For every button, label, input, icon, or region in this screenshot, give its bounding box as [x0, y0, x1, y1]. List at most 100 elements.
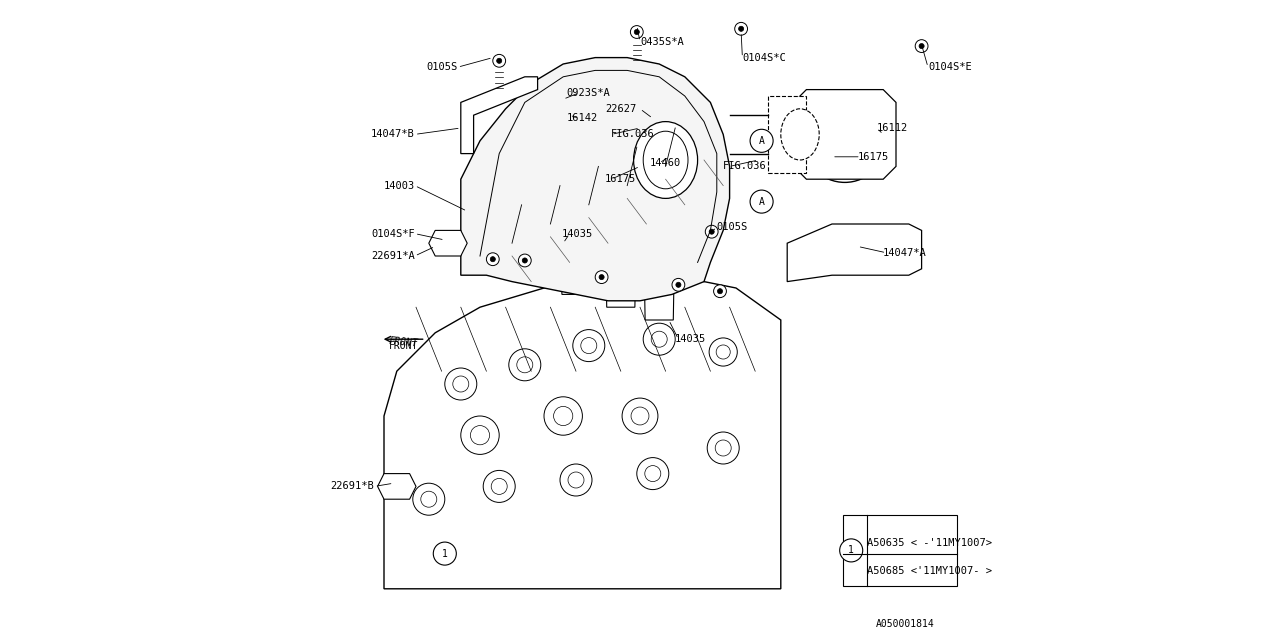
Polygon shape: [844, 515, 957, 586]
Text: 14003: 14003: [384, 180, 415, 191]
Circle shape: [490, 257, 495, 262]
Circle shape: [645, 466, 660, 482]
Circle shape: [709, 229, 714, 234]
Polygon shape: [461, 58, 730, 301]
Circle shape: [652, 332, 667, 347]
Text: A: A: [759, 136, 764, 146]
Polygon shape: [429, 230, 467, 256]
Circle shape: [631, 407, 649, 425]
Text: 0104S*E: 0104S*E: [928, 62, 972, 72]
Polygon shape: [561, 186, 591, 294]
Text: 14047*B: 14047*B: [371, 129, 415, 140]
Text: FRONT: FRONT: [389, 340, 417, 351]
Circle shape: [492, 479, 507, 495]
Polygon shape: [794, 90, 896, 179]
Text: 14035: 14035: [562, 228, 593, 239]
Circle shape: [518, 254, 531, 267]
Circle shape: [672, 278, 685, 291]
Circle shape: [804, 99, 886, 182]
Circle shape: [493, 54, 506, 67]
Circle shape: [497, 58, 502, 63]
Text: 0105S: 0105S: [717, 222, 748, 232]
Circle shape: [716, 440, 731, 456]
Text: 16112: 16112: [877, 123, 908, 133]
Circle shape: [433, 542, 457, 565]
Circle shape: [637, 458, 668, 490]
Circle shape: [461, 416, 499, 454]
Circle shape: [581, 338, 596, 353]
Polygon shape: [644, 211, 676, 320]
Text: A050001814: A050001814: [876, 619, 934, 629]
Circle shape: [915, 40, 928, 52]
Circle shape: [522, 258, 527, 263]
Circle shape: [517, 357, 532, 372]
Circle shape: [544, 397, 582, 435]
Text: FIG.036: FIG.036: [612, 129, 655, 140]
Text: 14460: 14460: [650, 158, 681, 168]
Circle shape: [840, 539, 863, 562]
Circle shape: [714, 285, 727, 298]
Text: A50685 <'11MY1007- >: A50685 <'11MY1007- >: [868, 566, 992, 576]
Circle shape: [599, 275, 604, 280]
Text: 22691*A: 22691*A: [371, 251, 415, 261]
Text: 22691*B: 22691*B: [330, 481, 374, 492]
Circle shape: [471, 426, 490, 445]
Circle shape: [453, 376, 468, 392]
Polygon shape: [378, 474, 416, 499]
Text: 22627: 22627: [604, 104, 636, 114]
Polygon shape: [461, 77, 538, 154]
Circle shape: [568, 472, 584, 488]
Circle shape: [708, 432, 740, 464]
Text: 16175: 16175: [604, 174, 636, 184]
Circle shape: [421, 492, 436, 507]
Polygon shape: [522, 173, 554, 282]
Circle shape: [630, 26, 643, 38]
Circle shape: [635, 29, 639, 35]
Text: FIG.036: FIG.036: [723, 161, 767, 172]
Text: 1: 1: [849, 545, 854, 556]
Circle shape: [705, 225, 718, 238]
Circle shape: [750, 129, 773, 152]
Circle shape: [508, 349, 540, 381]
Circle shape: [644, 323, 676, 355]
Circle shape: [676, 282, 681, 287]
Text: A50635 < -'11MY1007>: A50635 < -'11MY1007>: [868, 538, 992, 548]
Polygon shape: [787, 224, 922, 282]
Text: 14035: 14035: [676, 334, 707, 344]
Polygon shape: [768, 96, 806, 173]
Circle shape: [486, 253, 499, 266]
Circle shape: [573, 330, 604, 362]
Circle shape: [622, 398, 658, 434]
Ellipse shape: [634, 122, 698, 198]
Text: 0105S: 0105S: [426, 62, 458, 72]
Text: 1: 1: [442, 548, 448, 559]
Text: 0435S*A: 0435S*A: [640, 36, 684, 47]
Text: 16142: 16142: [566, 113, 598, 124]
Circle shape: [735, 22, 748, 35]
Circle shape: [554, 406, 573, 426]
Circle shape: [718, 289, 722, 294]
Text: FRONT: FRONT: [388, 336, 419, 349]
Circle shape: [750, 190, 773, 213]
Ellipse shape: [781, 109, 819, 160]
Text: 14047*A: 14047*A: [883, 248, 927, 258]
Ellipse shape: [644, 131, 689, 189]
Circle shape: [919, 44, 924, 49]
Polygon shape: [384, 275, 781, 589]
Text: 0923S*A: 0923S*A: [566, 88, 611, 98]
Circle shape: [709, 338, 737, 366]
Circle shape: [717, 345, 730, 359]
Circle shape: [484, 470, 516, 502]
Circle shape: [561, 464, 591, 496]
Text: 0104S*F: 0104S*F: [371, 228, 415, 239]
Text: 16175: 16175: [858, 152, 888, 162]
Text: 0104S*C: 0104S*C: [742, 52, 786, 63]
Circle shape: [445, 368, 477, 400]
Circle shape: [813, 109, 877, 173]
Circle shape: [412, 483, 445, 515]
Circle shape: [823, 118, 868, 163]
Text: A: A: [759, 196, 764, 207]
Circle shape: [595, 271, 608, 284]
Circle shape: [739, 26, 744, 31]
Polygon shape: [604, 198, 637, 307]
